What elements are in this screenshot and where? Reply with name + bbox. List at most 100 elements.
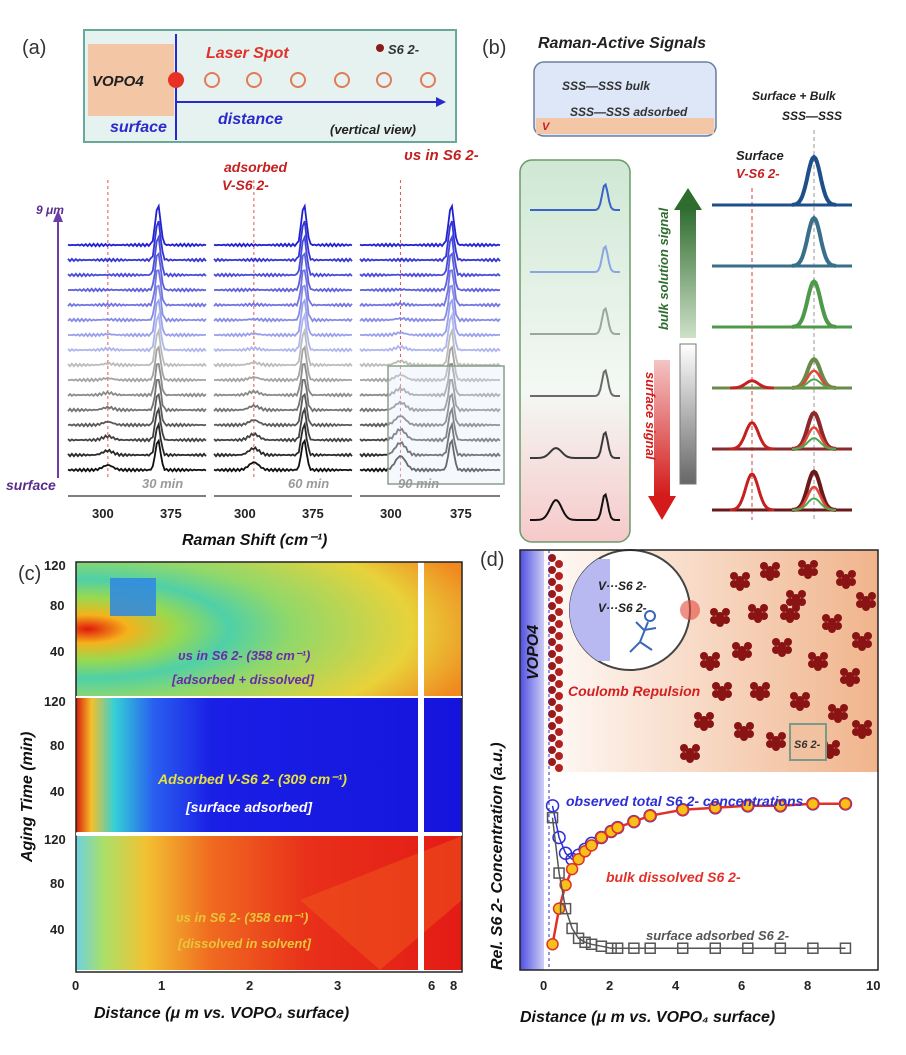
polysulfide-cluster-atom	[804, 571, 812, 579]
polysulfide-cluster-atom	[856, 592, 864, 600]
raman-spectrum-line	[359, 345, 501, 383]
polysulfide-cluster-atom	[746, 730, 754, 738]
surface-polysulfide	[548, 554, 556, 562]
surface-species-label: V-S6 2-	[736, 166, 780, 181]
polysulfide-cluster-atom	[706, 656, 714, 664]
surface-axis-label: surface	[6, 477, 56, 493]
panel-d-x-ticks: 0 2 4 6 8 10	[540, 978, 880, 993]
polysulfide-cluster-atom	[778, 649, 786, 657]
polysulfide-cluster-atom	[796, 703, 804, 711]
polysulfide-cluster-atom	[738, 653, 746, 661]
surface-point	[553, 867, 565, 879]
polysulfide-cluster-atom	[808, 652, 816, 660]
polysulfide-cluster-atom	[750, 682, 758, 690]
raman-spectrum-line	[213, 297, 352, 338]
polysulfide-cluster-atom	[718, 693, 726, 701]
surface-point	[566, 922, 578, 935]
raman-spectrum-line	[359, 269, 501, 308]
schematic-view-label: (vertical view)	[330, 122, 416, 137]
polysulfide-cluster-atom	[840, 704, 848, 712]
polysulfide-cluster-atom	[790, 700, 798, 708]
map1-line1: υs in S6 2- (358 cm⁻¹)	[178, 648, 310, 663]
surface-signal-arrow: surface signal	[643, 360, 676, 520]
bulk-point	[676, 803, 689, 817]
map2-line1: Adsorbed V-S6 2- (309 cm⁻¹)	[157, 771, 347, 787]
panel-b-legend-box: SSS—SSS bulk SSS—SSS adsorbed V	[533, 61, 717, 137]
c-ytick-120-a: 120	[44, 558, 66, 573]
bulk-arrow-label: bulk solution signal	[656, 208, 671, 330]
surface-point	[572, 932, 585, 945]
surface-polysulfide	[548, 710, 556, 718]
raman-spectrum-line	[67, 233, 207, 278]
raman-spectrum-line	[213, 438, 353, 473]
polysulfide-cluster-atom	[858, 731, 866, 739]
raman-spectrum-line	[359, 220, 501, 263]
polysulfide-cluster-atom	[766, 573, 774, 581]
raman-spectrum-line	[213, 327, 353, 368]
surface-label: Surface	[736, 148, 784, 163]
polysulfide-cluster-atom	[686, 755, 694, 763]
raman-spectrum-line	[213, 284, 353, 323]
polysulfide-cluster-atom	[710, 608, 718, 616]
gauss-peak	[730, 420, 774, 451]
surface-point	[579, 936, 591, 949]
polysulfide-cluster-atom	[700, 723, 708, 731]
polysulfide-cluster-atom	[810, 560, 818, 568]
raman-spectrum-line	[359, 297, 500, 338]
series-line	[551, 803, 846, 861]
panel-c-y-ticks: 120 80 40 120 80 40 120 80 40	[44, 558, 66, 937]
surface-polysulfide	[548, 638, 556, 646]
c-ytick-40-b: 40	[50, 784, 64, 799]
polysulfide-cluster-atom	[756, 693, 764, 701]
c-ytick-80-a: 80	[50, 598, 64, 613]
polysulfide-cluster-atom	[858, 724, 866, 732]
polysulfide-cluster-atom	[740, 733, 748, 741]
zoom-spectrum-line	[530, 182, 620, 211]
panel-d-vopo4-label: VOPO4	[525, 625, 542, 680]
surface-polysulfide	[548, 650, 556, 658]
polysulfide-clusters	[548, 554, 876, 772]
polysulfide-cluster-atom	[724, 690, 732, 698]
raman-spectrum-line	[359, 362, 501, 398]
d-xtick-8: 8	[804, 978, 811, 993]
polysulfide-cluster-atom	[772, 646, 780, 654]
polysulfide-cluster-atom	[760, 570, 768, 578]
polysulfide-cluster-atom	[712, 660, 720, 668]
polysulfide-cluster-atom	[700, 652, 708, 660]
raman-spectrum-line	[359, 392, 501, 428]
raman-spectrum-line	[213, 311, 353, 353]
gauss-peak	[791, 154, 837, 207]
gauss-peak	[791, 437, 837, 450]
panel-a-x-label: Raman Shift (cm⁻¹)	[182, 532, 327, 549]
polysulfide-cluster-atom	[694, 720, 702, 728]
polysulfide-cluster-atom	[732, 642, 740, 650]
panel-b-zoom-spectra	[530, 182, 620, 521]
polysulfide-cluster-atom	[840, 712, 848, 720]
bulk-point	[709, 801, 722, 815]
polysulfide-cluster-atom	[740, 726, 748, 734]
polysulfide-cluster-atom	[748, 604, 756, 612]
polysulfide-cluster-atom	[724, 682, 732, 690]
surface-point	[546, 811, 559, 824]
polysulfide-cluster-atom	[736, 583, 744, 591]
bulk-series-label: bulk dissolved S6 2-	[606, 869, 741, 885]
polysulfide-cluster-atom	[842, 574, 850, 582]
surface-polysulfide	[548, 698, 556, 706]
surface-polysulfide	[555, 680, 563, 688]
raman-spectrum-line	[359, 284, 501, 323]
polysulfide-cluster-atom	[796, 696, 804, 704]
c-ytick-80-c: 80	[50, 876, 64, 891]
polysulfide-cluster-atom	[856, 600, 864, 608]
surface-point	[742, 942, 754, 954]
d-xtick-2: 2	[606, 978, 613, 993]
polysulfide-cluster-atom	[792, 604, 800, 612]
surface-polysulfide	[548, 578, 556, 586]
polysulfide-cluster-atom	[780, 612, 788, 620]
surface-polysulfide	[548, 746, 556, 754]
surface-polysulfide	[555, 716, 563, 724]
adsorbed-label: adsorbed	[224, 159, 287, 175]
polysulfide-cluster-atom	[716, 612, 724, 620]
surface-point	[774, 942, 787, 954]
raman-spectrum-line	[67, 327, 207, 368]
polysulfide-cluster-atom	[754, 608, 762, 616]
